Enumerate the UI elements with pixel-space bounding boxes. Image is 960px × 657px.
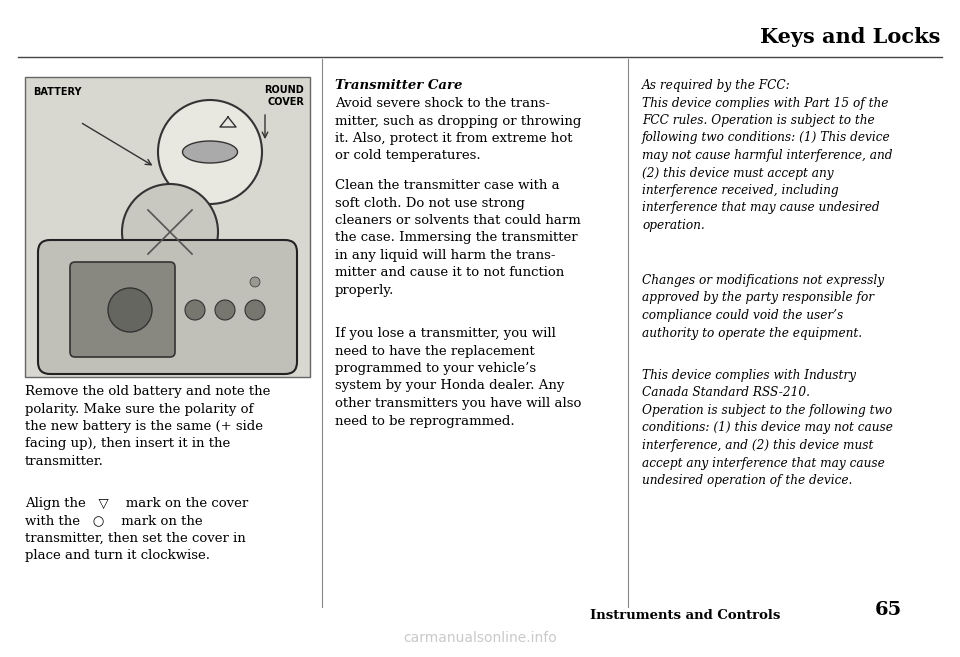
- Text: As required by the FCC:
This device complies with Part 15 of the
FCC rules. Oper: As required by the FCC: This device comp…: [642, 79, 893, 232]
- FancyBboxPatch shape: [25, 77, 310, 377]
- Text: ROUND
COVER: ROUND COVER: [264, 85, 304, 106]
- Text: Remove the old battery and note the
polarity. Make sure the polarity of
the new : Remove the old battery and note the pola…: [25, 385, 271, 468]
- Circle shape: [250, 277, 260, 287]
- Circle shape: [122, 184, 218, 280]
- Text: This device complies with Industry
Canada Standard RSS-210.
Operation is subject: This device complies with Industry Canad…: [642, 369, 893, 487]
- Circle shape: [245, 300, 265, 320]
- Text: Keys and Locks: Keys and Locks: [759, 27, 940, 47]
- Text: Align the   ▽    mark on the cover
with the   ○    mark on the
transmitter, then: Align the ▽ mark on the cover with the ○…: [25, 497, 249, 562]
- FancyBboxPatch shape: [38, 240, 297, 374]
- Text: Transmitter Care: Transmitter Care: [335, 79, 463, 92]
- Text: carmanualsonline.info: carmanualsonline.info: [403, 631, 557, 645]
- Circle shape: [215, 300, 235, 320]
- Text: If you lose a transmitter, you will
need to have the replacement
programmed to y: If you lose a transmitter, you will need…: [335, 327, 582, 428]
- Circle shape: [158, 100, 262, 204]
- Circle shape: [108, 288, 152, 332]
- Text: Changes or modifications not expressly
approved by the party responsible for
com: Changes or modifications not expressly a…: [642, 274, 884, 340]
- FancyBboxPatch shape: [70, 262, 175, 357]
- Ellipse shape: [182, 141, 237, 163]
- Text: BATTERY: BATTERY: [33, 87, 82, 97]
- Circle shape: [185, 300, 205, 320]
- Text: 65: 65: [875, 601, 902, 619]
- Text: Instruments and Controls: Instruments and Controls: [590, 609, 780, 622]
- Text: Clean the transmitter case with a
soft cloth. Do not use strong
cleaners or solv: Clean the transmitter case with a soft c…: [335, 179, 581, 297]
- Text: Avoid severe shock to the trans-
mitter, such as dropping or throwing
it. Also, : Avoid severe shock to the trans- mitter,…: [335, 97, 582, 162]
